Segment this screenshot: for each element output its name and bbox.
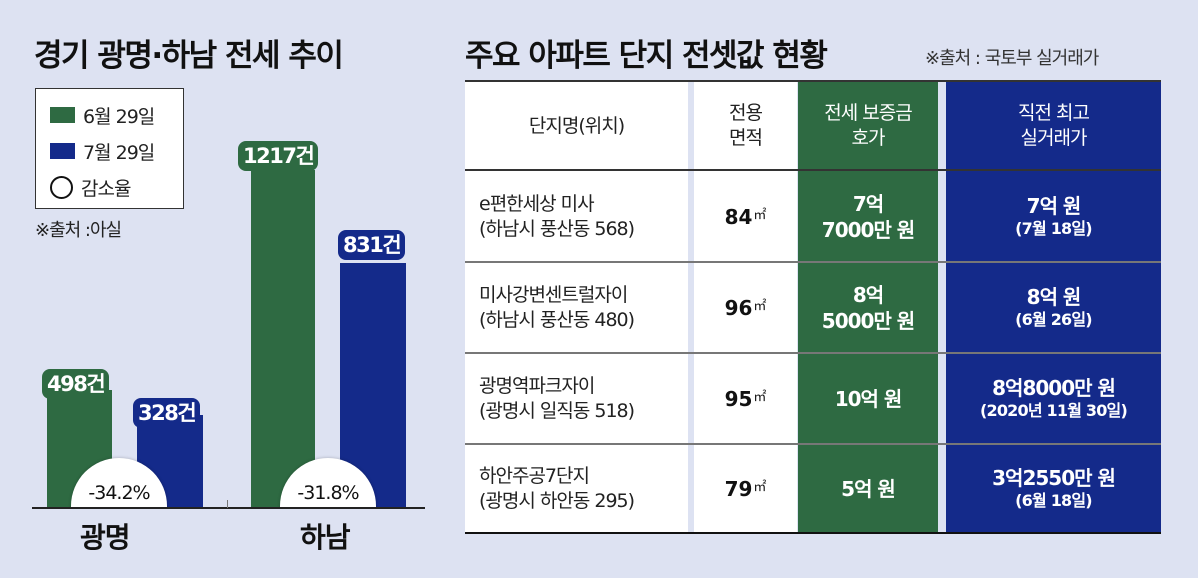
legend-item-july: 7월 29일 [50,133,183,169]
table-cell-area: 95 ㎡ [694,353,797,444]
legend-item-june: 6월 29일 [50,97,183,133]
value-label-gwangmyeong-july: 328건 [135,400,199,426]
table-cell-previous: 8억8000만 원 (2020년 11월 30일) [946,353,1161,444]
x-axis-tick [227,500,228,508]
area-value: 96 [724,295,753,320]
area-value: 84 [724,204,753,229]
asking-price: 5억 원 [841,476,896,501]
circle-icon [50,175,73,199]
asking-price: 5000만 원 [821,308,915,333]
previous-price: 3억2550만 원 [992,466,1116,491]
previous-date: (6월 18일) [1015,491,1092,511]
bar-hanam-june [251,170,315,508]
category-label-hanam: 하남 [300,521,351,554]
row-divider [465,443,1161,445]
header-label: 전세 보증금 [824,102,912,125]
table-title: 주요 아파트 단지 전셋값 현황 [465,38,828,74]
blue-swatch-icon [50,143,75,159]
header-asking-deposit: 전세 보증금 호가 [798,82,938,170]
table-cell-name: e편한세상 미사 (하남시 풍산동 568) [465,171,688,262]
previous-price: 8억8000만 원 [992,376,1116,401]
value-label-hanam-june: 1217건 [240,143,317,169]
previous-date: (2020년 11월 30일) [980,401,1128,421]
header-label: 직전 최고 [1018,102,1090,125]
header-label: 호가 [851,127,886,149]
complex-location: (하남시 풍산동 568) [479,217,635,240]
chart-legend: 6월 29일 7월 29일 감소율 [35,88,184,209]
table-cell-name: 미사강변센트럴자이 (하남시 풍산동 480) [465,262,688,353]
value-label-hanam-july: 831건 [340,232,404,258]
header-area: 전용 면적 [694,82,797,170]
table-cell-area: 96 ㎡ [694,262,797,353]
complex-location: (하남시 풍산동 480) [479,308,635,331]
header-previous-high: 직전 최고 실거래가 [946,82,1161,170]
table-source: ※출처 : 국토부 실거래가 [925,48,1099,69]
table-cell-name: 광명역파크자이 (광명시 일직동 518) [465,353,688,444]
table-cell-asking: 8억 5000만 원 [798,262,938,353]
table-cell-asking: 10억 원 [798,353,938,444]
green-swatch-icon [50,107,75,123]
header-label: 실거래가 [1020,127,1088,149]
area-value: 79 [724,476,753,501]
table-cell-asking: 7억 7000만 원 [798,171,938,262]
value-label-gwangmyeong-june: 498건 [44,371,108,397]
previous-price: 8억 원 [1026,285,1082,310]
column-area: 전용 면적 84 ㎡ 96 ㎡ 95 ㎡ 79 ㎡ [694,82,797,532]
previous-date: (7월 18일) [1015,219,1092,239]
table-bottom-border [465,532,1161,534]
table-cell-asking: 5억 원 [798,444,938,533]
asking-price: 7억 [852,191,884,216]
previous-date: (6월 26일) [1015,310,1092,330]
area-value: 95 [724,386,753,411]
complex-name: 미사강변센트럴자이 [479,283,628,306]
legend-label: 감소율 [81,177,131,200]
row-divider [465,352,1161,354]
previous-price: 7억 원 [1026,194,1082,219]
asking-price: 8억 [852,282,884,307]
complex-name: 광명역파크자이 [479,374,595,397]
header-label: 전용 [729,102,763,125]
complex-name: 하안주공7단지 [479,464,590,487]
x-axis-line [32,507,425,509]
table-cell-area: 79 ㎡ [694,444,797,533]
asking-price: 7000만 원 [821,217,915,242]
table-top-border [465,80,1161,82]
plot-area: -34.2% -31.8% [32,80,425,508]
header-complex-name: 단지명(위치) [465,82,688,170]
legend-item-rate: 감소율 [50,169,183,205]
area-unit: ㎡ [753,480,767,496]
complex-location: (광명시 하안동 295) [479,489,635,512]
area-unit: ㎡ [753,208,767,224]
header-label: 면적 [729,127,763,149]
row-divider [465,261,1161,263]
chart-source: ※출처 :아실 [35,220,122,241]
area-unit: ㎡ [753,390,767,406]
area-unit: ㎡ [753,299,767,315]
table-cell-previous: 3억2550만 원 (6월 18일) [946,444,1161,533]
table-cell-area: 84 ㎡ [694,171,797,262]
column-complex-name: 단지명(위치) e편한세상 미사 (하남시 풍산동 568) 미사강변센트럴자이… [465,82,688,532]
table-cell-previous: 8억 원 (6월 26일) [946,262,1161,353]
complex-location: (광명시 일직동 518) [479,399,635,422]
complex-name: e편한세상 미사 [479,192,595,215]
price-table: 단지명(위치) e편한세상 미사 (하남시 풍산동 568) 미사강변센트럴자이… [465,80,1161,534]
header-label: 단지명(위치) [528,114,625,137]
column-asking-deposit: 전세 보증금 호가 7억 7000만 원 8억 5000만 원 10억 원 5억… [798,82,938,532]
column-previous-high: 직전 최고 실거래가 7억 원 (7월 18일) 8억 원 (6월 26일) 8… [946,82,1161,532]
table-cell-previous: 7억 원 (7월 18일) [946,171,1161,262]
chart-title: 경기 광명·하남 전세 추이 [34,38,344,74]
asking-price: 10억 원 [834,386,903,411]
row-divider [465,169,1161,171]
legend-label: 6월 29일 [83,105,155,128]
category-label-gwangmyeong: 광명 [80,521,131,554]
legend-label: 7월 29일 [83,141,155,164]
table-cell-name: 하안주공7단지 (광명시 하안동 295) [465,444,688,533]
